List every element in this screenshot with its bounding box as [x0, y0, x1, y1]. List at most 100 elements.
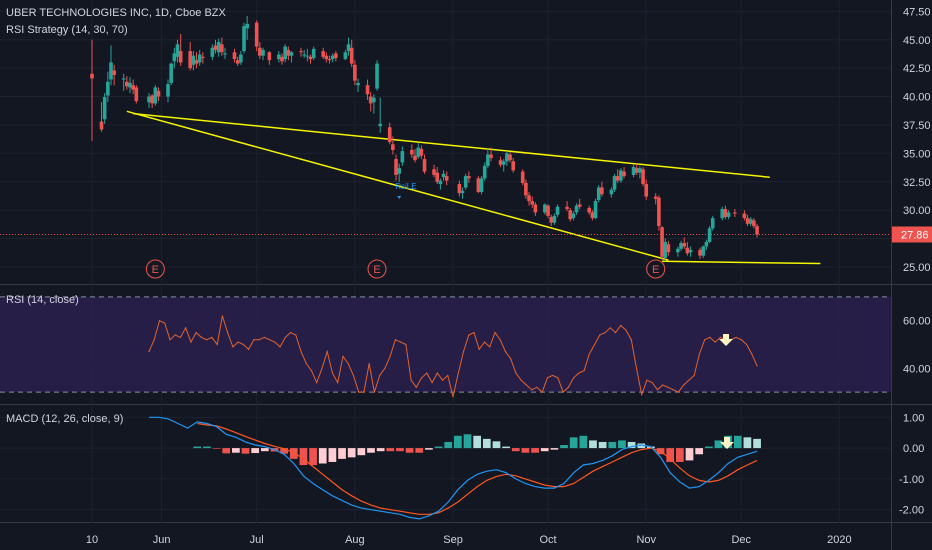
candle-body[interactable] [742, 213, 747, 219]
candle-body[interactable] [698, 249, 702, 256]
candle-body[interactable] [520, 171, 525, 183]
candle-body[interactable] [147, 96, 151, 103]
candle-body[interactable] [619, 170, 623, 181]
candle-body[interactable] [283, 46, 287, 60]
macd-histogram-bar[interactable] [309, 448, 317, 466]
candle-body[interactable] [707, 228, 712, 242]
candle-body[interactable] [330, 55, 335, 60]
macd-histogram-bar[interactable] [251, 448, 260, 454]
candle-body[interactable] [368, 96, 373, 104]
macd-histogram-bar[interactable] [675, 448, 684, 462]
candle-body[interactable] [552, 215, 557, 223]
candle-body[interactable] [733, 212, 737, 214]
macd-histogram-bar[interactable] [502, 446, 510, 449]
candle-body[interactable] [343, 52, 348, 60]
candle-body[interactable] [378, 123, 382, 127]
candle-body[interactable] [612, 176, 617, 190]
macd-line[interactable] [149, 416, 758, 520]
candle-body[interactable] [524, 182, 528, 196]
candle-body[interactable] [169, 63, 173, 83]
macd-histogram-bar[interactable] [203, 446, 211, 449]
candle-body[interactable] [685, 247, 690, 254]
candle-body[interactable] [543, 204, 547, 213]
macd-histogram-bar[interactable] [347, 448, 356, 458]
candle-body[interactable] [644, 184, 649, 197]
candle-body[interactable] [334, 53, 338, 58]
candle-body[interactable] [704, 241, 709, 247]
candle-body[interactable] [546, 205, 550, 216]
macd-histogram-bar[interactable] [328, 448, 337, 462]
candle-body[interactable] [527, 195, 531, 202]
candle-body[interactable] [125, 81, 129, 87]
candle-body[interactable] [419, 148, 424, 156]
earnings-marker-icon[interactable] [367, 259, 387, 279]
candle-body[interactable] [397, 168, 401, 174]
candle-body[interactable] [150, 95, 154, 104]
macd-histogram-bar[interactable] [666, 448, 675, 462]
candle-body[interactable] [387, 127, 392, 142]
macd-histogram-bar[interactable] [222, 448, 231, 454]
trendline[interactable] [133, 112, 770, 178]
macd-histogram-bar[interactable] [444, 441, 453, 449]
candle-body[interactable] [131, 85, 135, 90]
candle-body[interactable] [631, 166, 636, 175]
candle-body[interactable] [311, 48, 316, 58]
candle-body[interactable] [720, 209, 725, 219]
candle-body[interactable] [435, 172, 440, 182]
earnings-marker-icon[interactable] [145, 259, 165, 279]
macd-histogram-bar[interactable] [434, 446, 443, 449]
trendline[interactable] [662, 260, 821, 265]
candle-body[interactable] [280, 56, 284, 62]
candle-body[interactable] [555, 206, 560, 215]
candle-body[interactable] [476, 178, 481, 192]
candle-body[interactable] [596, 187, 601, 200]
candle-body[interactable] [90, 73, 94, 79]
candle-body[interactable] [508, 154, 512, 161]
candle-body[interactable] [324, 55, 329, 60]
candle-body[interactable] [710, 218, 715, 229]
candle-body[interactable] [752, 220, 756, 227]
candle-body[interactable] [679, 243, 683, 249]
candle-body[interactable] [223, 53, 227, 55]
candle-body[interactable] [99, 121, 104, 130]
candle-body[interactable] [235, 60, 240, 64]
candle-body[interactable] [261, 49, 265, 56]
candle-body[interactable] [501, 161, 506, 165]
candle-body[interactable] [372, 97, 376, 103]
candle-body[interactable] [166, 84, 170, 97]
candle-body[interactable] [394, 159, 398, 175]
candle-body[interactable] [701, 246, 706, 256]
candle-body[interactable] [128, 82, 132, 88]
macd-histogram-bar[interactable] [232, 448, 240, 453]
macd-histogram-bar[interactable] [280, 448, 288, 454]
macd-histogram-bar[interactable] [695, 448, 704, 455]
candle-body[interactable] [505, 153, 509, 162]
candle-body[interactable] [638, 168, 642, 173]
macd-histogram-bar[interactable] [405, 448, 414, 453]
candle-body[interactable] [622, 171, 626, 177]
candle-body[interactable] [346, 44, 351, 52]
candle-body[interactable] [600, 187, 604, 195]
candle-body[interactable] [305, 55, 310, 57]
candle-body[interactable] [641, 169, 645, 185]
candle-body[interactable] [511, 161, 516, 171]
candle-body[interactable] [413, 155, 417, 161]
candle-body[interactable] [365, 85, 370, 95]
macd-histogram-bar[interactable] [579, 435, 588, 449]
macd-histogram-bar[interactable] [425, 448, 433, 450]
candle-body[interactable] [745, 218, 750, 224]
candle-body[interactable] [327, 59, 332, 61]
candle-body[interactable] [410, 149, 414, 155]
candle-body[interactable] [153, 87, 158, 104]
candle-body[interactable] [277, 54, 281, 60]
macd-histogram-bar[interactable] [627, 441, 636, 449]
macd-histogram-bar[interactable] [618, 440, 626, 449]
candle-body[interactable] [106, 81, 110, 96]
candle-body[interactable] [479, 178, 484, 192]
candle-body[interactable] [489, 154, 493, 158]
candle-body[interactable] [486, 154, 490, 166]
candle-body[interactable] [216, 42, 221, 53]
macd-histogram-bar[interactable] [376, 448, 385, 452]
